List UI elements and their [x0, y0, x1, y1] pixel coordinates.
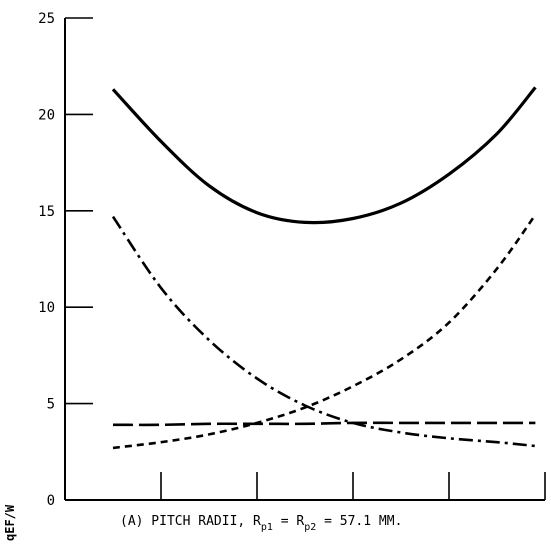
- series-group: [111, 86, 537, 450]
- caption-prefix: (A) PITCH RADII, R: [120, 514, 261, 529]
- caption-sub-1: p1: [261, 522, 273, 533]
- axes: [64, 18, 545, 501]
- y-tick-label: 25: [38, 11, 55, 27]
- y-tick-label: 0: [47, 493, 55, 509]
- chart-caption: (A) PITCH RADII, Rp1 = Rp2 = 57.1 MM.: [120, 514, 402, 533]
- caption-suffix: = 57.1 MM.: [316, 514, 402, 529]
- caption-mid: = R: [273, 514, 304, 529]
- y-axis-label: qEF/W: [3, 504, 17, 541]
- y-tick-label: 10: [38, 300, 55, 316]
- y-tick-label: 15: [38, 204, 55, 220]
- y-tick-label: 5: [47, 397, 55, 413]
- series-line-solid: [111, 86, 537, 225]
- series-line-dash-dot: [111, 215, 536, 448]
- x-ticks: [160, 472, 546, 500]
- y-ticks: 0 5 10 15 20 25: [38, 11, 93, 509]
- caption-sub-2: p2: [304, 522, 316, 533]
- series-line-long-dash: [112, 421, 536, 427]
- y-tick-label: 20: [38, 107, 55, 123]
- series-line-short-dash: [112, 213, 537, 450]
